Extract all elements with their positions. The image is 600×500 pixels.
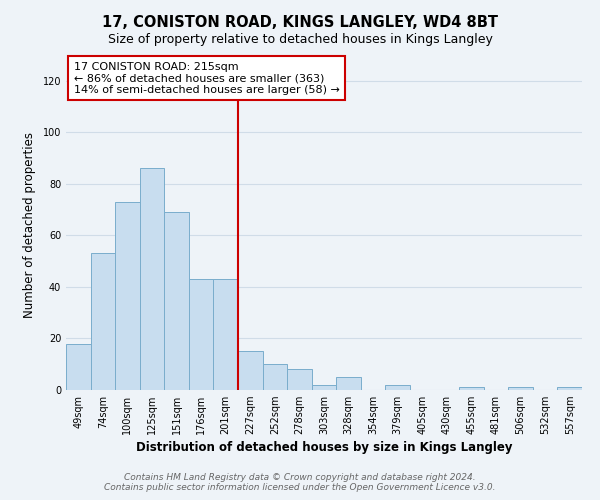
- Bar: [336, 377, 361, 390]
- Bar: [115, 202, 140, 390]
- Y-axis label: Number of detached properties: Number of detached properties: [23, 132, 35, 318]
- X-axis label: Distribution of detached houses by size in Kings Langley: Distribution of detached houses by size …: [136, 442, 512, 454]
- Bar: [189, 279, 214, 390]
- Text: 17, CONISTON ROAD, KINGS LANGLEY, WD4 8BT: 17, CONISTON ROAD, KINGS LANGLEY, WD4 8B…: [102, 15, 498, 30]
- Text: Size of property relative to detached houses in Kings Langley: Size of property relative to detached ho…: [107, 32, 493, 46]
- Bar: [91, 254, 115, 390]
- Bar: [287, 370, 312, 390]
- Bar: [312, 385, 336, 390]
- Bar: [66, 344, 91, 390]
- Bar: [238, 352, 263, 390]
- Bar: [140, 168, 164, 390]
- Bar: [164, 212, 189, 390]
- Bar: [214, 279, 238, 390]
- Bar: [385, 385, 410, 390]
- Text: Contains HM Land Registry data © Crown copyright and database right 2024.
Contai: Contains HM Land Registry data © Crown c…: [104, 473, 496, 492]
- Bar: [459, 388, 484, 390]
- Bar: [508, 388, 533, 390]
- Bar: [557, 388, 582, 390]
- Text: 17 CONISTON ROAD: 215sqm
← 86% of detached houses are smaller (363)
14% of semi-: 17 CONISTON ROAD: 215sqm ← 86% of detach…: [74, 62, 340, 95]
- Bar: [263, 364, 287, 390]
